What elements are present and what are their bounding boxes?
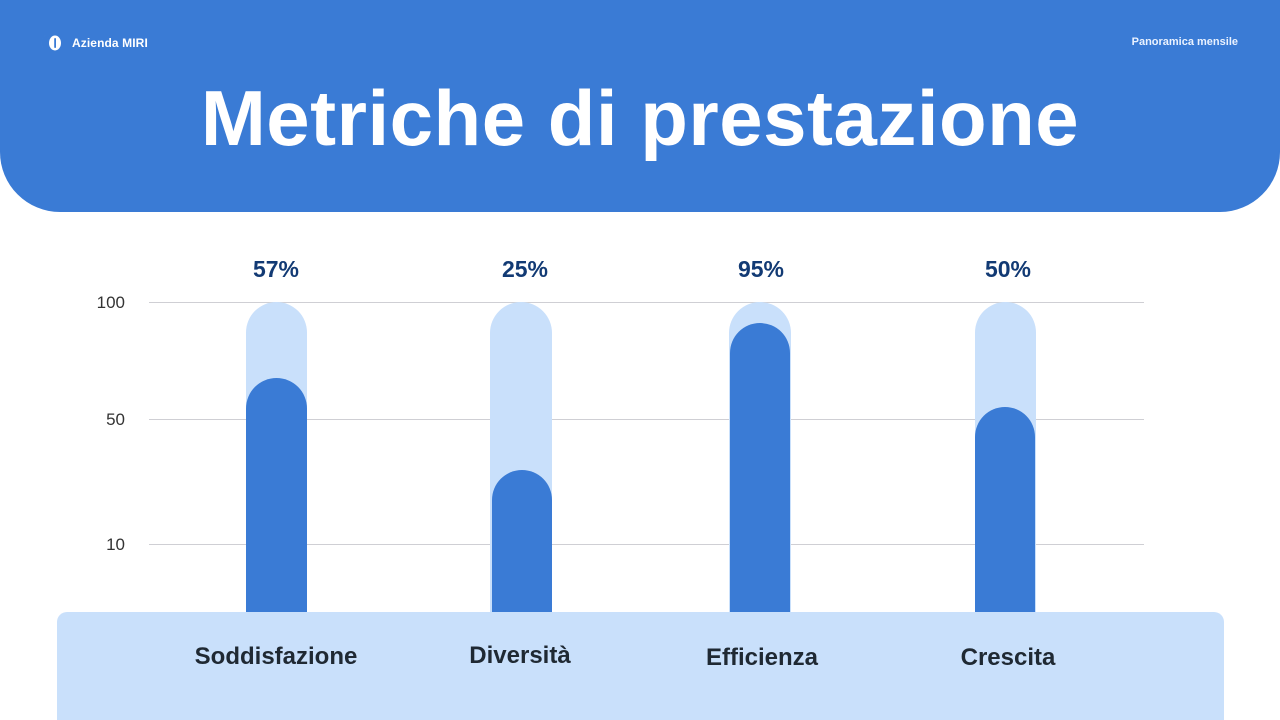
category-label-efficienza: Efficienza	[705, 644, 819, 671]
header-banner: Azienda MIRI Panoramica mensile Metriche…	[0, 0, 1280, 212]
brand: Azienda MIRI	[40, 31, 148, 55]
value-label-soddisfazione: 57%	[252, 256, 300, 282]
gridline-100	[149, 302, 1144, 303]
brand-name: Azienda MIRI	[72, 36, 148, 50]
category-label-diversita: Diversità	[469, 642, 571, 669]
category-label-panel	[57, 612, 1224, 720]
value-label-efficienza: 95%	[737, 256, 785, 282]
bar-efficienza[interactable]	[730, 323, 790, 622]
y-tick-10: 10	[106, 535, 125, 554]
category-label-soddisfazione: Soddisfazione	[194, 643, 358, 670]
period-label: Panoramica mensile	[1131, 36, 1238, 48]
category-label-crescita: Crescita	[960, 644, 1056, 671]
value-label-crescita: 50%	[984, 256, 1032, 282]
bar-crescita[interactable]	[975, 407, 1035, 622]
gridline-50	[149, 419, 1144, 420]
value-label-diversita: 25%	[501, 256, 549, 282]
y-tick-100: 100	[96, 293, 125, 312]
y-tick-50: 50	[106, 410, 125, 429]
company-logo-icon	[40, 31, 64, 55]
bar-diversita[interactable]	[492, 470, 552, 622]
bar-soddisfazione[interactable]	[246, 378, 307, 622]
gridline-10	[149, 544, 1144, 545]
page-title: Metriche di prestazione	[200, 74, 1080, 162]
